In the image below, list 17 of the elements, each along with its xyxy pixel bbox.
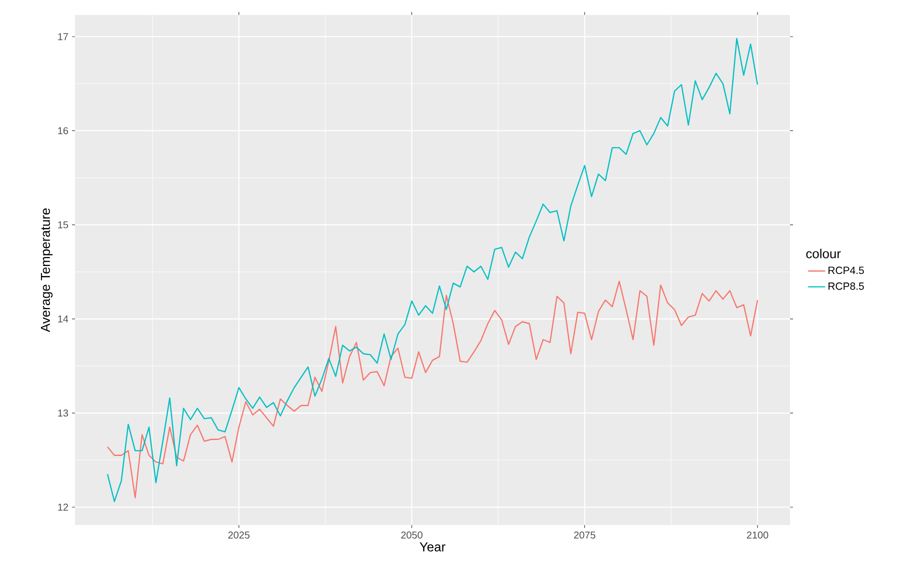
x-tick-label: 2075: [574, 532, 596, 539]
y-tick-label: 17: [58, 33, 68, 40]
legend-label: RCP8.5: [828, 282, 864, 290]
y-tick-label: 13: [58, 410, 68, 417]
y-tick-label: 16: [58, 127, 68, 134]
x-axis-title: Year: [420, 542, 446, 552]
line-series: [106, 280, 758, 498]
y-axis-title: Average Temperature: [40, 208, 53, 332]
line-series: [106, 38, 758, 502]
x-tick-label: 2050: [401, 532, 422, 539]
y-tick-label: 12: [58, 504, 68, 511]
legend-label: RCP4.5: [828, 266, 864, 274]
x-tick-label: 2025: [228, 532, 250, 539]
legend-title: colour: [806, 248, 841, 258]
y-tick-label: 15: [58, 221, 68, 228]
x-tick-label: 2100: [746, 532, 768, 539]
y-tick-label: 14: [58, 315, 68, 322]
